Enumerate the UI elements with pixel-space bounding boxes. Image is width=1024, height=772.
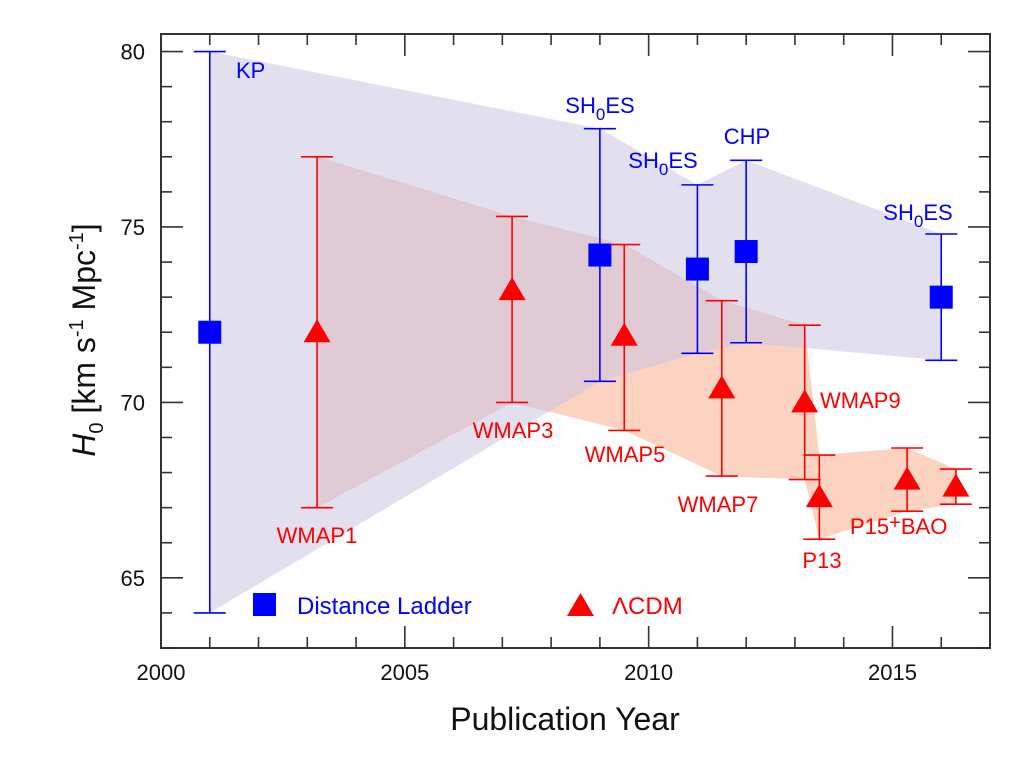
- legend-square-marker: [253, 593, 276, 616]
- lcdm-wmap3-1-marker: [498, 277, 526, 301]
- axis-ticks: [160, 34, 991, 649]
- label-part: P15: [850, 514, 889, 539]
- label-part: CHP: [724, 124, 770, 149]
- label-part: P13: [802, 548, 841, 573]
- lcdm-wmap9-4-marker: [791, 389, 819, 413]
- label-part: SH: [883, 200, 914, 225]
- label-subscript: 0: [914, 212, 923, 231]
- distance-ladder-kp-0-marker: [198, 320, 222, 344]
- distance-ladder-sh0es-1-marker: [588, 243, 612, 267]
- legend-label-lcdm: ΛCDM: [612, 593, 683, 620]
- y-axis-subscript: 0: [86, 422, 108, 433]
- lcdm-wmap1-0-marker: [303, 319, 331, 343]
- label-part: WMAP1: [277, 523, 358, 548]
- y-tick-label-80: 80: [121, 40, 145, 65]
- y-axis-sup2: -1: [66, 232, 88, 250]
- y-axis-title: H0 [km s-1 Mpc-1]: [66, 223, 108, 456]
- y-axis-close: ]: [66, 223, 102, 232]
- label-part: BAO: [901, 514, 947, 539]
- lcdm-wmap7-3-marker: [708, 375, 736, 399]
- label-subscript: 0: [596, 105, 605, 124]
- label-shes-1: SH0ES: [565, 93, 634, 124]
- x-tick-label-2015: 2015: [868, 660, 917, 685]
- label-part: WMAP7: [678, 492, 759, 517]
- label-wmap5-7: WMAP5: [585, 442, 666, 467]
- lcdm-bao-7-marker: [942, 473, 970, 497]
- label-part: ES: [923, 200, 952, 225]
- label-part: ES: [605, 93, 634, 118]
- label-p13-10: P13: [802, 548, 841, 573]
- distance-ladder-chp-3-marker: [734, 240, 758, 264]
- label-part: ES: [668, 148, 697, 173]
- label-part: WMAP3: [473, 418, 554, 443]
- label-wmap1-5: WMAP1: [277, 523, 358, 548]
- label-part: WMAP9: [820, 388, 901, 413]
- y-axis-units2: Mpc: [66, 250, 102, 319]
- label-plus: +: [889, 512, 901, 534]
- plot-frame: [160, 33, 991, 649]
- label-part: SH: [565, 93, 596, 118]
- y-tick-label-70: 70: [121, 390, 145, 415]
- lcdm-p15-6-marker: [893, 466, 921, 490]
- error-bars: [193, 50, 972, 614]
- label-kp-0: KP: [236, 58, 265, 83]
- label-wmap3-6: WMAP3: [473, 418, 554, 443]
- lcdm-wmap5-2-marker: [610, 322, 638, 346]
- uncertainty-bands: [209, 51, 956, 613]
- x-tick-label-2005: 2005: [380, 660, 429, 685]
- label-subscript: 0: [659, 160, 668, 179]
- x-axis-title: Publication Year: [450, 701, 680, 737]
- lcdm-p13-5-marker: [805, 484, 833, 508]
- y-axis-units: [km s: [66, 337, 102, 422]
- y-axis-symbol: H: [66, 433, 102, 457]
- data-markers: [198, 240, 970, 508]
- x-tick-label-2000: 2000: [137, 660, 186, 685]
- label-p15bao-11: P15+BAO: [850, 512, 947, 539]
- label-wmap7-8: WMAP7: [678, 492, 759, 517]
- tick-labels: 2000 2005 2010 2015 65 70 75 80: [121, 40, 917, 685]
- distance-ladder-sh0es-2-marker: [685, 257, 709, 281]
- label-chp-3: CHP: [724, 124, 770, 149]
- legend-triangle-marker: [567, 593, 594, 616]
- y-axis-sup1: -1: [66, 319, 88, 337]
- legend-label-distance-ladder: Distance Ladder: [297, 593, 472, 620]
- label-wmap9-9: WMAP9: [820, 388, 901, 413]
- label-shes-2: SH0ES: [628, 148, 697, 179]
- label-part: SH: [628, 148, 659, 173]
- distance-ladder-sh0es-4-marker: [929, 285, 953, 309]
- label-shes-4: SH0ES: [883, 200, 952, 231]
- label-part: KP: [236, 58, 265, 83]
- plot-border: [160, 33, 991, 649]
- x-tick-label-2010: 2010: [624, 660, 673, 685]
- y-tick-label-75: 75: [121, 215, 145, 240]
- legend: Distance Ladder ΛCDM: [253, 593, 683, 620]
- point-labels: KPSH0ESSH0ESCHPSH0ESWMAP1WMAP3WMAP5WMAP7…: [236, 58, 953, 573]
- y-tick-label-65: 65: [121, 566, 145, 591]
- label-part: WMAP5: [585, 442, 666, 467]
